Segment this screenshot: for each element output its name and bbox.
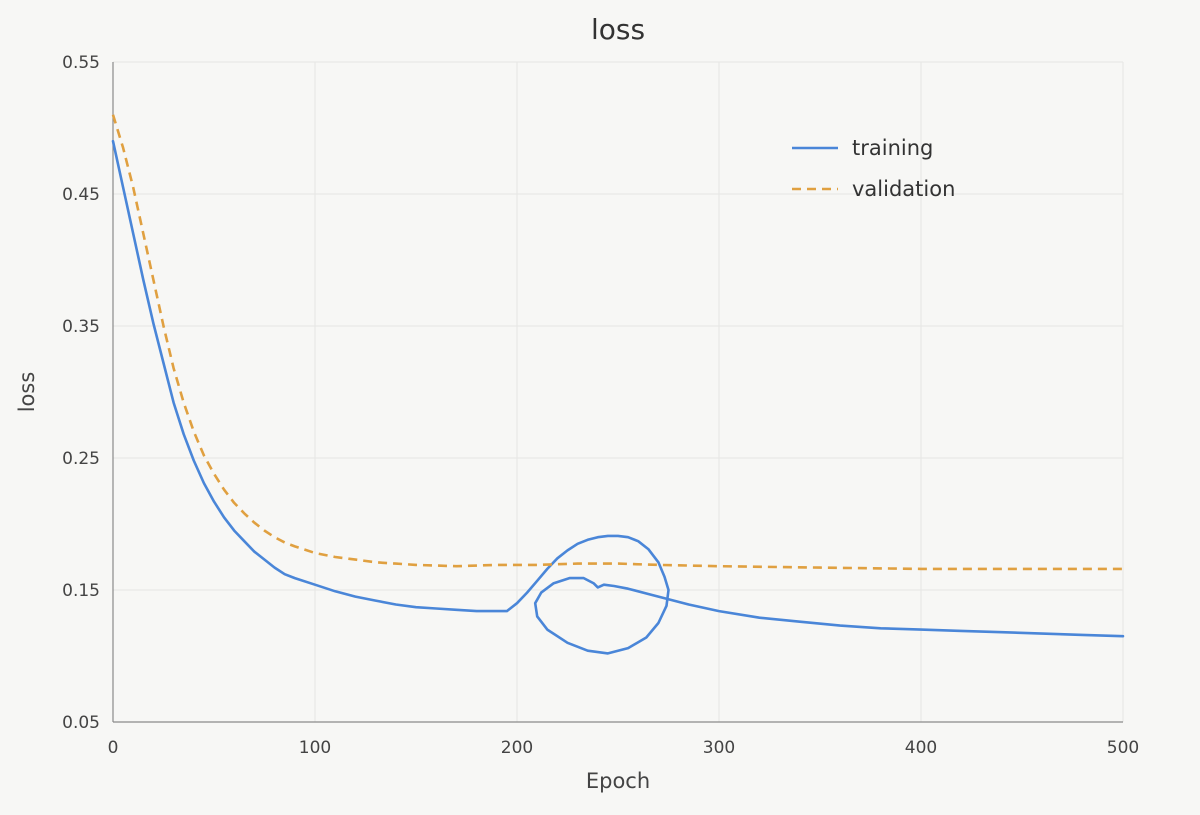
series-line-validation (111, 114, 1123, 571)
series-line-training (111, 139, 1125, 655)
legend-label-validation: validation (852, 177, 955, 201)
y-tick-label: 0.25 (62, 449, 100, 469)
x-tick-label: 300 (703, 738, 735, 758)
x-tick-label: 400 (905, 738, 937, 758)
chart-title: loss (591, 13, 645, 46)
x-tick-label: 0 (108, 738, 119, 758)
x-tick-label: 200 (501, 738, 533, 758)
x-tick-label: 500 (1107, 738, 1139, 758)
legend: training validation (792, 136, 955, 201)
y-tick-label: 0.05 (62, 713, 100, 733)
grid (113, 61, 1124, 722)
x-axis-label: Epoch (586, 769, 650, 793)
tick-labels: 0 100 200 300 400 500 0.05 0.15 0.25 0.35 0.45 0.55 (62, 53, 1139, 758)
y-tick-label: 0.15 (62, 581, 100, 601)
axes (112, 62, 1123, 723)
plot-lines (111, 114, 1125, 655)
y-tick-label: 0.55 (62, 53, 100, 73)
y-tick-label: 0.35 (62, 317, 100, 337)
legend-label-training: training (852, 136, 933, 160)
y-axis-label: loss (15, 372, 39, 413)
y-tick-label: 0.45 (62, 185, 100, 205)
x-tick-label: 100 (299, 738, 331, 758)
